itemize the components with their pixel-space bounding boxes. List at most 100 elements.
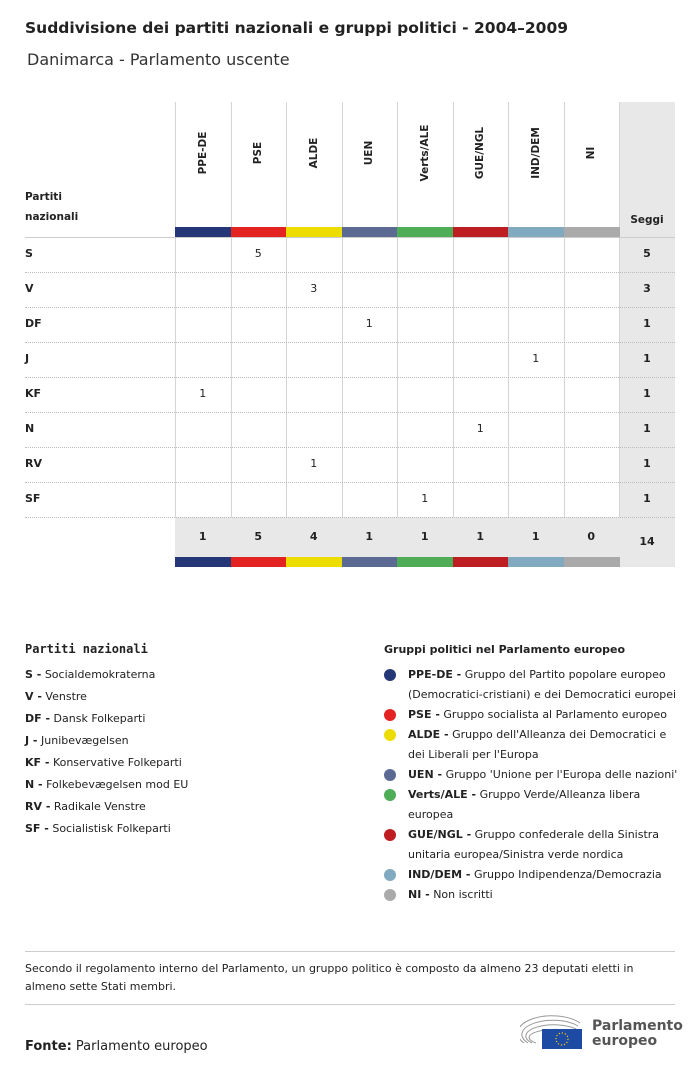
- party-legend-item: J - Junibevægelsen: [25, 734, 129, 747]
- party-abbr: DF -: [25, 712, 51, 725]
- grand-total: 14: [639, 535, 655, 548]
- party-name: Radikale Venstre: [53, 800, 146, 813]
- row-divider: [25, 412, 675, 413]
- party-name: Dansk Folkeparti: [53, 712, 146, 725]
- party-name: Socialdemokraterna: [44, 668, 156, 681]
- seat-cell: 1: [532, 352, 540, 365]
- row-total: 1: [643, 352, 651, 365]
- seat-cell: 1: [421, 492, 429, 505]
- divider: [25, 1004, 675, 1005]
- group-color-dot-icon: [384, 709, 396, 721]
- group-color-dot-icon: [384, 669, 396, 681]
- group-color-bar: [230, 557, 287, 567]
- group-color-bar: [230, 227, 287, 237]
- group-name: Gruppo confederale della Sinistra unitar…: [408, 828, 660, 861]
- party-abbr: J -: [25, 734, 38, 747]
- row-party-label: DF: [25, 317, 42, 330]
- logo-text: Parlamento europeo: [592, 1018, 683, 1049]
- group-abbr: UEN -: [408, 768, 443, 781]
- row-total: 5: [643, 247, 651, 260]
- group-legend-item: PSE - Gruppo socialista al Parlamento eu…: [408, 705, 678, 725]
- group-color-bar: [452, 227, 509, 237]
- row-party-label: V: [25, 282, 34, 295]
- group-color-bar: [397, 557, 453, 567]
- column-divider: [341, 102, 343, 517]
- column-total: 4: [309, 530, 318, 543]
- party-legend-item: KF - Konservative Folkeparti: [25, 756, 182, 769]
- party-name: Folkebevægelsen mod EU: [46, 778, 189, 791]
- row-total: 3: [643, 282, 651, 295]
- group-color-bar: [452, 557, 509, 567]
- party-abbr: N -: [25, 778, 43, 791]
- group-color-bar: [175, 557, 231, 567]
- row-total: 1: [643, 317, 651, 330]
- group-name: Gruppo 'Unione per l'Europa delle nazion…: [445, 768, 678, 781]
- chart-subtitle: Danimarca - Parlamento uscente: [27, 50, 290, 69]
- totals-row-bg: [175, 517, 619, 557]
- column-header-gue-ngl: GUE/NGL: [474, 126, 487, 180]
- party-abbr: KF -: [25, 756, 50, 769]
- row-header: Partiti nazionali: [25, 191, 79, 223]
- total-header: Seggi: [630, 214, 664, 226]
- party-legend-item: SF - Socialistisk Folkeparti: [25, 822, 171, 835]
- column-total: 1: [198, 530, 207, 543]
- group-color-bar: [563, 227, 620, 237]
- divider: [25, 951, 675, 952]
- seat-table: Partiti nazionali Seggi PPE-DE 1 PSE 5 ALDE 4 UE…: [25, 102, 675, 567]
- group-color-bar: [341, 557, 398, 567]
- column-header-pse: PSE: [252, 141, 265, 165]
- seggi-column-bg: [619, 102, 675, 567]
- header-divider: [25, 237, 675, 238]
- row-divider: [25, 482, 675, 483]
- group-abbr: NI -: [408, 888, 430, 901]
- party-name: Socialistisk Folkeparti: [52, 822, 171, 835]
- party-legend-item: DF - Dansk Folkeparti: [25, 712, 145, 725]
- row-divider: [25, 447, 675, 448]
- parties-legend-title: Partiti nazionali: [25, 642, 148, 656]
- groups-legend-title: Gruppi politici nel Parlamento europeo: [384, 643, 626, 656]
- row-total: 1: [643, 492, 651, 505]
- column-total: 1: [476, 530, 485, 543]
- ep-logo: Parlamento europeo: [517, 1013, 685, 1053]
- column-divider: [563, 102, 565, 517]
- group-abbr: ALDE -: [408, 728, 449, 741]
- party-legend-item: N - Folkebevægelsen mod EU: [25, 778, 188, 791]
- group-color-bar: [563, 557, 620, 567]
- row-divider: [25, 517, 675, 518]
- seat-cell: 3: [310, 282, 318, 295]
- row-total: 1: [643, 457, 651, 470]
- row-party-label: J: [25, 352, 30, 365]
- source-label: Fonte:: [25, 1039, 72, 1054]
- party-abbr: RV -: [25, 800, 51, 813]
- source: Fonte: Parlamento europeo: [25, 1039, 208, 1054]
- group-name: Gruppo Verde/Alleanza libera europea: [408, 788, 641, 821]
- group-color-dot-icon: [384, 789, 396, 801]
- party-abbr: S -: [25, 668, 42, 681]
- column-total: 0: [587, 530, 596, 543]
- seat-cell: 1: [365, 317, 373, 330]
- row-total: 1: [643, 422, 651, 435]
- party-legend-item: S - Socialdemokraterna: [25, 668, 155, 681]
- group-legend-item: UEN - Gruppo 'Unione per l'Europa delle …: [408, 765, 678, 785]
- party-legend-item: V - Venstre: [25, 690, 87, 703]
- row-party-label: RV: [25, 457, 42, 470]
- group-abbr: PSE -: [408, 708, 440, 721]
- group-abbr: PPE-DE -: [408, 668, 462, 681]
- party-abbr: SF -: [25, 822, 49, 835]
- hemicycle-flag-icon: [517, 1015, 582, 1049]
- column-total: 1: [531, 530, 540, 543]
- row-divider: [25, 307, 675, 308]
- row-party-label: S: [25, 247, 33, 260]
- seat-cell: 1: [199, 387, 207, 400]
- group-abbr: Verts/ALE -: [408, 788, 477, 801]
- column-header-ind-dem: IND/DEM: [529, 127, 542, 179]
- seat-cell: 5: [254, 247, 262, 260]
- party-legend-item: RV - Radikale Venstre: [25, 800, 146, 813]
- column-divider: [452, 102, 454, 517]
- group-abbr: IND/DEM -: [408, 868, 471, 881]
- group-color-bar: [508, 227, 564, 237]
- column-total: 1: [420, 530, 429, 543]
- group-name: Gruppo socialista al Parlamento europeo: [443, 708, 668, 721]
- party-name: Konservative Folkeparti: [52, 756, 182, 769]
- footnote: Secondo il regolamento interno del Parla…: [25, 962, 634, 993]
